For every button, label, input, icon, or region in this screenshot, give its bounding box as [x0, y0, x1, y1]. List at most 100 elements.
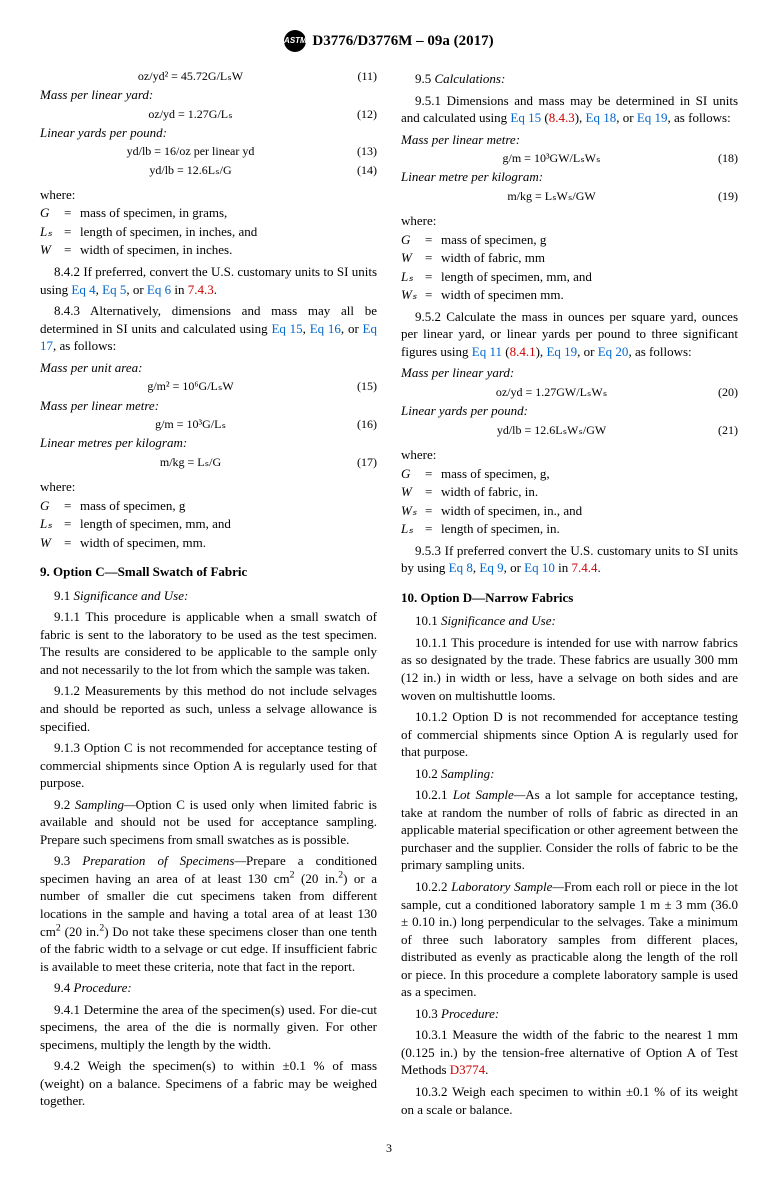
para-text: Weigh the specimen(s) to within ±0.1 % o…: [40, 1058, 377, 1108]
para-9-4: 9.4 Procedure:: [40, 979, 377, 997]
where-eq-sign: =: [64, 223, 80, 241]
equation-12: oz/yd = 1.27G/Lₛ (12): [40, 106, 377, 122]
para-ital: Procedure:: [74, 980, 132, 995]
where-label-2: where:: [40, 478, 377, 496]
eq-ref: Eq 8: [449, 560, 473, 575]
eq18-formula: g/m = 10³GW/LₛWₛ: [401, 150, 702, 166]
sep: (: [541, 110, 549, 125]
where-label-r: where:: [401, 212, 738, 230]
para-9-3: 9.3 Preparation of Specimens—Prepare a c…: [40, 852, 377, 975]
sym: W: [401, 483, 425, 501]
sep: in: [555, 560, 572, 575]
equation-11: oz/yd² = 45.72G/LₛW (11): [40, 68, 377, 84]
para-9-4-2: 9.4.2 Weigh the specimen(s) to within ±0…: [40, 1057, 377, 1110]
eq13-number: (13): [341, 143, 377, 159]
where2-Ls-sym: Lₛ: [40, 515, 64, 533]
para-text: Measurements by this method do not inclu…: [40, 683, 377, 733]
where-Ls-def: length of specimen, in inches, and: [80, 223, 377, 241]
where-label-r2: where:: [401, 446, 738, 464]
sep: , or: [616, 110, 637, 125]
wherer2-Ls: Lₛ = length of specimen, in.: [401, 520, 738, 538]
sym: Wₛ: [401, 286, 425, 304]
method-ref: D3774: [450, 1062, 485, 1077]
right-column: 9.5 Calculations: 9.5.1 Dimensions and m…: [401, 66, 738, 1122]
where-Ls: Lₛ = length of specimen, in inches, and: [40, 223, 377, 241]
sec-ref: 8.4.3: [549, 110, 575, 125]
para-text: Option C is not recommended for acceptan…: [40, 740, 377, 790]
standard-designation: D3776/D3776M – 09a (2017): [312, 31, 493, 51]
equation-19: m/kg = LₛWₛ/GW (19): [401, 188, 738, 204]
para-num: 9.1: [54, 588, 70, 603]
where2-Ls: Lₛ = length of specimen, mm, and: [40, 515, 377, 533]
eq-sign: =: [425, 268, 441, 286]
sym: Lₛ: [401, 268, 425, 286]
para-8-4-2: 8.4.2 If preferred, convert the U.S. cus…: [40, 263, 377, 298]
para-ital: Laboratory Sample—: [451, 879, 564, 894]
where2-G-def: mass of specimen, g: [80, 497, 377, 515]
where-Ls-sym: Lₛ: [40, 223, 64, 241]
eq16-formula: g/m = 10³G/Lₛ: [40, 416, 341, 432]
label-mass-per-unit-area: Mass per unit area:: [40, 359, 377, 377]
eq-sign: =: [425, 465, 441, 483]
where-eq-sign: =: [64, 497, 80, 515]
eq-ref: Eq 10: [524, 560, 555, 575]
para-text: Determine the area of the specimen(s) us…: [40, 1002, 377, 1052]
para-ital: Significance and Use:: [74, 588, 189, 603]
para-text: Weigh each specimen to within ±0.1 % of …: [401, 1084, 738, 1117]
para-10-1: 10.1 Significance and Use:: [401, 612, 738, 630]
para-num: 10.3.1: [415, 1027, 448, 1042]
def: length of specimen, in.: [441, 520, 738, 538]
eq18-number: (18): [702, 150, 738, 166]
wherer-G: G = mass of specimen, g: [401, 231, 738, 249]
para-num: 10.3: [415, 1006, 438, 1021]
para-text: As a lot sample for acceptance testing, …: [401, 787, 738, 872]
eq-ref: Eq 19: [546, 344, 577, 359]
label-mass-per-linear-yard-r: Mass per linear yard:: [401, 364, 738, 382]
para-9-5: 9.5 Calculations:: [401, 70, 738, 88]
para-ital: Preparation of Specimens—: [82, 853, 246, 868]
label-mass-per-linear-metre-r: Mass per linear metre:: [401, 131, 738, 149]
where2-Ls-def: length of specimen, mm, and: [80, 515, 377, 533]
sep: ),: [575, 110, 586, 125]
tail: , as follows:: [668, 110, 731, 125]
para-9-1-2: 9.1.2 Measurements by this method do not…: [40, 682, 377, 735]
where-W: W = width of specimen, in inches.: [40, 241, 377, 259]
label-mass-per-linear-metre: Mass per linear metre:: [40, 397, 377, 415]
label-linear-yards-per-pound-r: Linear yards per pound:: [401, 402, 738, 420]
para-num: 10.2: [415, 766, 438, 781]
eq-sign: =: [425, 502, 441, 520]
para-num: 9.5.2: [415, 309, 441, 324]
para-num: 10.1: [415, 613, 438, 628]
para-ital: Sampling:: [441, 766, 494, 781]
para-num: 10.2.2: [415, 879, 448, 894]
where-G-sym: G: [40, 204, 64, 222]
eq16-number: (16): [341, 416, 377, 432]
t: (20 in.: [61, 924, 100, 939]
section-9-title: 9. Option C—Small Swatch of Fabric: [40, 563, 377, 581]
where2-W-sym: W: [40, 534, 64, 552]
para-text: Option D is not recommended for acceptan…: [401, 709, 738, 759]
two-column-layout: oz/yd² = 45.72G/LₛW (11) Mass per linear…: [40, 66, 738, 1122]
sep: , or: [577, 344, 598, 359]
eq12-formula: oz/yd = 1.27G/Lₛ: [40, 106, 341, 122]
eq13-formula: yd/lb = 16/oz per linear yd: [40, 143, 341, 159]
para-10-3: 10.3 Procedure:: [401, 1005, 738, 1023]
para-num: 9.1.1: [54, 609, 80, 624]
eq-ref: Eq 4: [71, 282, 95, 297]
eq-sign: =: [425, 231, 441, 249]
para-ital: Calculations:: [435, 71, 506, 86]
equation-18: g/m = 10³GW/LₛWₛ (18): [401, 150, 738, 166]
where-eq-sign: =: [64, 241, 80, 259]
tail: .: [214, 282, 217, 297]
page-container: ASTM D3776/D3776M – 09a (2017) oz/yd² = …: [0, 0, 778, 1196]
tail: , as follows:: [53, 338, 116, 353]
eq15-formula: g/m² = 10⁶G/LₛW: [40, 378, 341, 394]
para-10-1-1: 10.1.1 This procedure is intended for us…: [401, 634, 738, 704]
para-num: 9.4.2: [54, 1058, 80, 1073]
para-num: 9.4.1: [54, 1002, 80, 1017]
eq15-number: (15): [341, 378, 377, 394]
eq-ref: Eq 20: [598, 344, 629, 359]
def: length of specimen, mm, and: [441, 268, 738, 286]
def: mass of specimen, g: [441, 231, 738, 249]
sym: G: [401, 465, 425, 483]
